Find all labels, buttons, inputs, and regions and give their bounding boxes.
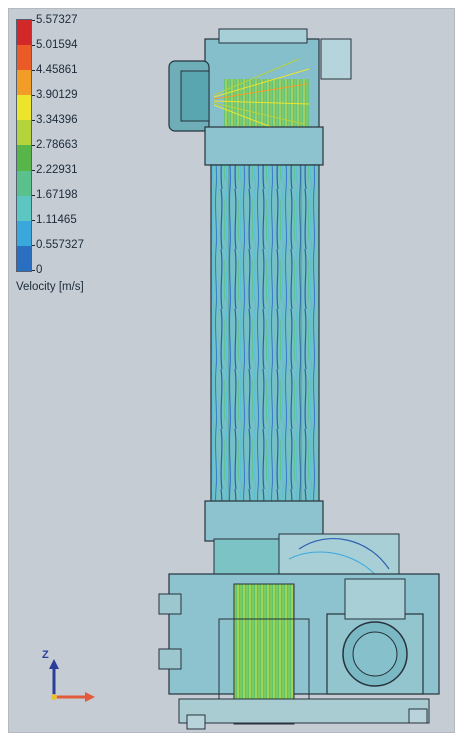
pump-base[interactable] xyxy=(158,573,440,730)
viewport[interactable]: 5.57327 5.01594 4.45861 3.90129 3.34396 … xyxy=(8,8,455,733)
scale-band-10 xyxy=(17,245,31,271)
coordinate-triad: Z xyxy=(39,649,109,709)
color-scale-bar xyxy=(16,19,32,272)
tick-label-1: 5.01594 xyxy=(32,39,78,51)
scale-band-7 xyxy=(17,170,31,196)
tick-label-2: 4.45861 xyxy=(32,64,78,76)
tick-label-0: 5.57327 xyxy=(32,14,78,26)
upper-flange[interactable] xyxy=(204,126,324,166)
tick-label-6: 2.22931 xyxy=(32,164,78,176)
scale-band-6 xyxy=(17,145,31,171)
tick-label-9: 0.557327 xyxy=(32,239,84,251)
scale-band-9 xyxy=(17,220,31,246)
tick-label-3: 3.90129 xyxy=(32,89,78,101)
scale-band-1 xyxy=(17,20,31,46)
scale-band-3 xyxy=(17,70,31,96)
main-column[interactable] xyxy=(210,164,320,506)
tick-label-10: 0 xyxy=(31,264,43,276)
velocity-legend: 5.57327 5.01594 4.45861 3.90129 3.34396 … xyxy=(16,14,136,299)
z-axis-label: Z xyxy=(42,649,49,661)
axis-arrows-icon xyxy=(49,659,95,702)
scale-band-2 xyxy=(17,45,31,71)
legend-title: Velocity [m/s] xyxy=(16,281,84,293)
tick-label-4: 3.34396 xyxy=(32,114,78,126)
top-header-housing[interactable] xyxy=(168,28,352,135)
tick-label-8: 1.11465 xyxy=(32,214,77,226)
scale-band-8 xyxy=(17,195,31,221)
scale-band-5 xyxy=(17,120,31,146)
tick-label-5: 2.78663 xyxy=(32,139,78,151)
cad-model-view[interactable] xyxy=(9,9,455,733)
scale-band-4 xyxy=(17,95,31,121)
tick-label-7: 1.67198 xyxy=(32,189,78,201)
